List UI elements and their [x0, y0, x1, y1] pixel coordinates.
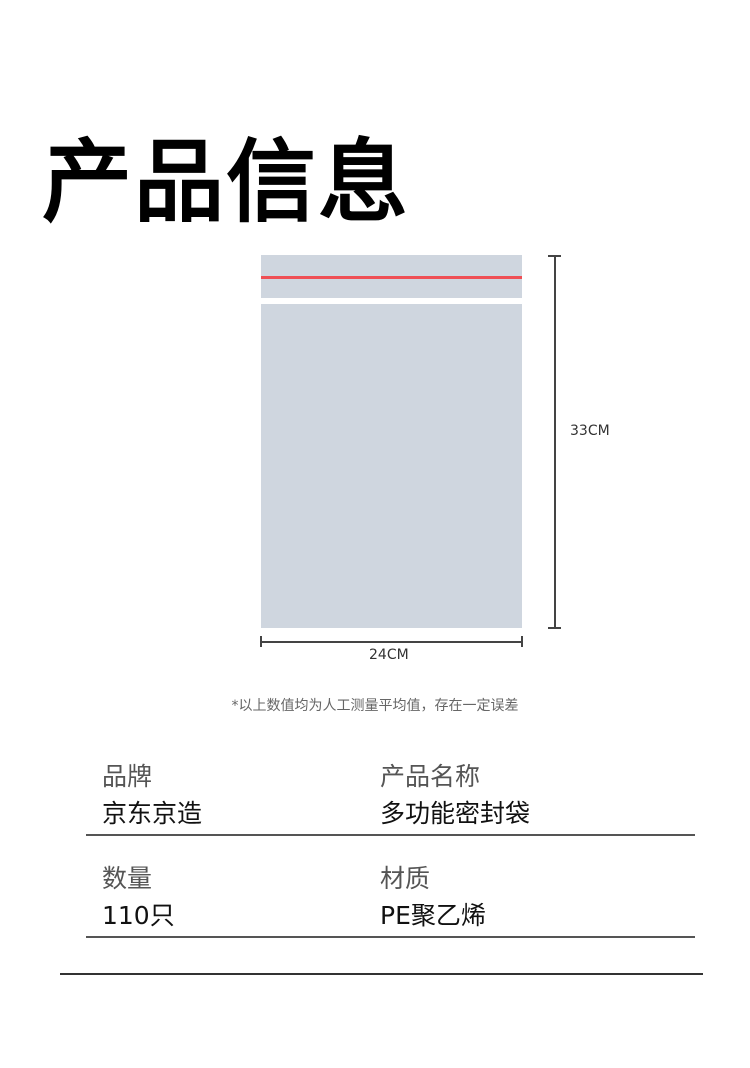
width-dimension-cap-left [260, 636, 262, 647]
width-dimension-line [260, 641, 522, 643]
spec-label-brand: 品牌 [102, 762, 153, 791]
measurement-note: *以上数值均为人工测量平均值，存在一定误差 [231, 698, 519, 714]
spec-label-quantity: 数量 [102, 864, 153, 893]
spec-label-material: 材质 [380, 864, 431, 893]
divider [86, 834, 695, 836]
spec-value-product-name: 多功能密封袋 [380, 799, 531, 828]
bag-zip-line [261, 276, 522, 279]
height-dimension-line [554, 256, 556, 628]
bag-illustration [261, 304, 522, 628]
page-title: 产品信息 [42, 130, 410, 235]
divider [86, 936, 695, 938]
width-dimension-cap-right [521, 636, 523, 647]
spec-value-quantity: 110只 [102, 901, 175, 930]
bottom-divider [60, 973, 703, 975]
width-label: 24CM [369, 647, 409, 663]
height-dimension-cap-bottom [548, 627, 561, 629]
height-dimension-cap-top [548, 255, 561, 257]
spec-value-brand: 京东京造 [102, 799, 203, 828]
height-label: 33CM [570, 423, 610, 439]
spec-value-material: PE聚乙烯 [380, 901, 486, 930]
spec-label-product-name: 产品名称 [380, 762, 481, 791]
